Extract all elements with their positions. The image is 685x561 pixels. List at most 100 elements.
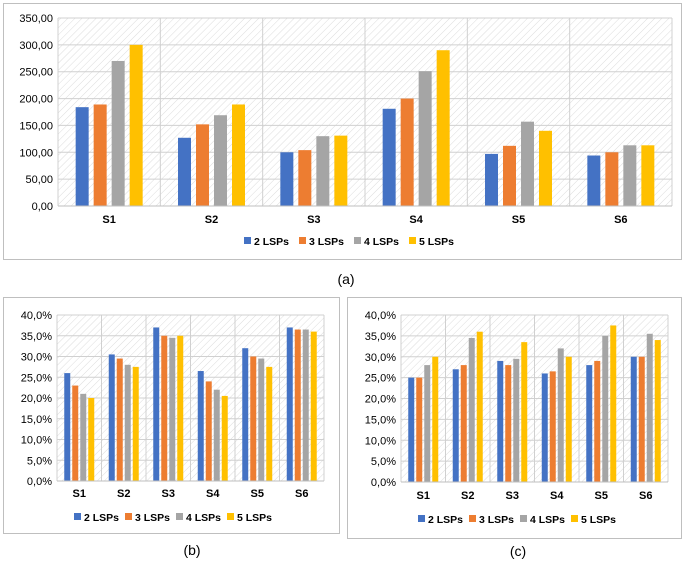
bar-S4-2-LSPs (197, 371, 204, 481)
bar-S2-5-LSPs (232, 104, 245, 206)
x-tick-label: S1 (417, 490, 430, 502)
y-tick-label: 40,0% (365, 310, 396, 322)
legend-swatch (520, 515, 527, 522)
legend-swatch (354, 237, 361, 244)
bar-S3-4-LSPs (316, 136, 330, 206)
bar-S1-5-LSPs (129, 44, 143, 206)
x-tick-label: S6 (639, 490, 652, 502)
x-tick-label: S5 (251, 488, 264, 500)
legend-label: 4 LSPs (186, 512, 221, 524)
y-tick-label: 0,00 (32, 201, 53, 213)
y-tick-label: 0,0% (27, 476, 52, 488)
legend-label: 3 LSPs (479, 514, 514, 526)
y-tick-label: 20,0% (21, 393, 52, 405)
legend-label: 2 LSPs (84, 512, 119, 524)
y-tick-label: 40,0% (21, 310, 52, 322)
y-tick-label: 10,0% (21, 435, 52, 447)
bar-S1-2-LSPs (64, 373, 71, 481)
bar-S4-3-LSPs (549, 371, 556, 482)
bar-S6-3-LSPs (638, 356, 645, 482)
bar-S3-5-LSPs (334, 135, 348, 206)
x-tick-label: S4 (550, 490, 564, 502)
bar-S3-3-LSPs (505, 365, 512, 482)
x-tick-label: S3 (506, 490, 519, 502)
caption-b: (b) (183, 542, 201, 558)
y-tick-label: 350,00 (19, 13, 53, 25)
y-tick-label: 50,00 (25, 174, 53, 186)
bar-S2-2-LSPs (108, 354, 115, 481)
bar-S6-3-LSPs (605, 152, 619, 206)
bar-S3-5-LSPs (521, 342, 528, 482)
bar-S5-4-LSPs (258, 358, 265, 481)
bar-S2-2-LSPs (178, 137, 191, 206)
bar-S4-4-LSPs (213, 389, 220, 481)
x-tick-label: S2 (205, 214, 218, 226)
legend-label: 4 LSPs (530, 514, 565, 526)
bar-S4-5-LSPs (436, 50, 450, 206)
chart-c: 0,0% 5,0% 10,0% 15,0% 20,0% 25,0% 30,0% 35,0% 40… (365, 310, 669, 526)
bar-S4-4-LSPs (557, 348, 564, 482)
x-tick-label: S2 (117, 488, 130, 500)
bar-S1-2-LSPs (408, 377, 415, 482)
chart-b: 0,0% 5,0% 10,0% 15,0% 20,0% 25,0% 30,0% 35,0% 40… (21, 310, 325, 524)
bar-S4-3-LSPs (400, 98, 414, 206)
bar-S6-4-LSPs (302, 329, 309, 481)
legend-swatch (244, 237, 251, 244)
y-tick-label: 0,0% (371, 477, 396, 489)
legend-swatch (299, 237, 306, 244)
legend-label: 2 LSPs (428, 514, 463, 526)
legend-swatch (409, 237, 416, 244)
bar-S6-2-LSPs (587, 155, 601, 206)
bar-S2-4-LSPs (214, 115, 227, 206)
x-tick-label: S5 (595, 490, 608, 502)
x-tick-label: S1 (102, 214, 115, 226)
y-tick-label: 5,0% (371, 456, 396, 468)
y-tick-label: 15,0% (365, 414, 396, 426)
bar-S5-2-LSPs (242, 348, 249, 481)
caption-c: (c) (509, 543, 527, 559)
legend-label: 2 LSPs (254, 236, 289, 248)
y-tick-label: 35,0% (21, 331, 52, 343)
legend-swatch (74, 513, 81, 520)
bar-S6-5-LSPs (654, 340, 661, 482)
legend-label: 5 LSPs (237, 512, 272, 524)
panel-a: 0,00 50,00 100,00 150,00 200,00 250,00 300,00 3… (3, 3, 682, 260)
bar-S5-4-LSPs (602, 335, 609, 482)
x-tick-label: S3 (162, 488, 175, 500)
y-tick-label: 250,00 (19, 67, 53, 79)
legend-swatch (176, 513, 183, 520)
x-tick-label: S3 (307, 214, 320, 226)
bar-S5-2-LSPs (485, 153, 498, 206)
bar-S3-2-LSPs (153, 327, 160, 481)
bar-S4-5-LSPs (565, 356, 572, 482)
bar-S4-5-LSPs (221, 395, 228, 481)
bar-S6-3-LSPs (294, 329, 301, 481)
bar-S6-5-LSPs (310, 331, 317, 481)
bar-S1-3-LSPs (72, 385, 79, 481)
bar-S6-2-LSPs (630, 356, 637, 482)
legend-swatch (125, 513, 132, 520)
caption-a: (a) (337, 271, 355, 287)
bar-S5-3-LSPs (503, 145, 516, 206)
y-tick-label: 25,0% (21, 372, 52, 384)
bar-S1-5-LSPs (432, 356, 439, 482)
bar-S2-5-LSPs (132, 366, 139, 481)
bar-S2-2-LSPs (452, 369, 459, 482)
bar-S6-5-LSPs (641, 145, 655, 206)
bar-S2-3-LSPs (196, 124, 209, 206)
bar-S5-3-LSPs (250, 356, 257, 481)
bar-S1-5-LSPs (88, 398, 95, 481)
bar-S1-3-LSPs (416, 377, 423, 482)
x-tick-label: S5 (512, 214, 525, 226)
bar-S3-2-LSPs (497, 360, 504, 482)
bar-S3-5-LSPs (177, 335, 184, 481)
y-tick-label: 30,0% (21, 352, 52, 364)
bar-S6-4-LSPs (623, 145, 637, 206)
x-tick-label: S2 (461, 490, 474, 502)
y-tick-label: 25,0% (365, 373, 396, 385)
chart-a: 0,00 50,00 100,00 150,00 200,00 250,00 300,00 3… (19, 13, 673, 248)
bar-S5-2-LSPs (586, 365, 593, 482)
x-tick-label: S4 (206, 488, 220, 500)
y-tick-label: 150,00 (19, 120, 53, 132)
x-tick-label: S4 (409, 214, 423, 226)
